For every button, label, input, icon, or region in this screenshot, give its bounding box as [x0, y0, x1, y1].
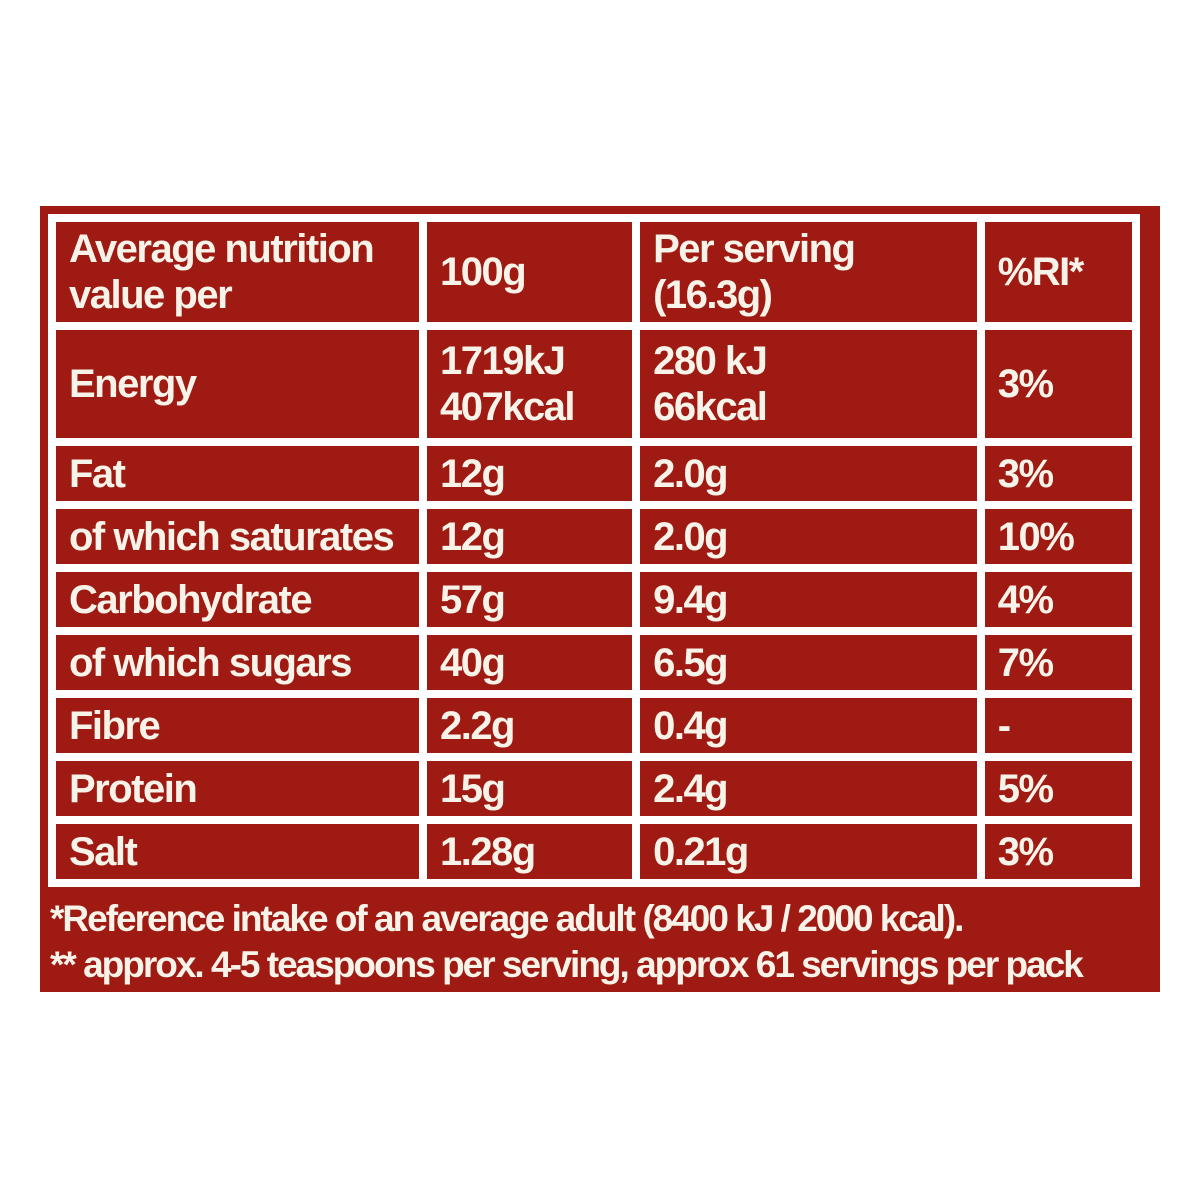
value-per-serving: 2.0g [640, 446, 977, 501]
row-label: Salt [56, 824, 419, 879]
value-per-100g: 12g [426, 509, 633, 564]
row-label: of which sugars [56, 635, 419, 690]
nutrition-label-panel: Average nutrition value per 100g Per ser… [40, 206, 1160, 992]
value-per-serving: 2.4g [640, 761, 977, 816]
row-label: Fibre [56, 698, 419, 753]
value-per-serving: 6.5g [640, 635, 977, 690]
value-per-serving: 2.0g [640, 509, 977, 564]
header-nutrient: Average nutrition value per [56, 222, 419, 322]
header-ri: %RI* [984, 222, 1132, 322]
value-ri: 5% [984, 761, 1132, 816]
value-per-serving: 280 kJ 66kcal [640, 330, 977, 438]
table-row-sugars: of which sugars 40g 6.5g 7% [56, 635, 1132, 690]
value-per-100g: 40g [426, 635, 633, 690]
value-per-serving: 0.21g [640, 824, 977, 879]
nutrition-table: Average nutrition value per 100g Per ser… [48, 214, 1140, 887]
row-label: of which saturates [56, 509, 419, 564]
value-ri: - [984, 698, 1132, 753]
value-per-100g: 12g [426, 446, 633, 501]
row-label: Energy [56, 330, 419, 438]
table-row-salt: Salt 1.28g 0.21g 3% [56, 824, 1132, 879]
table-row-protein: Protein 15g 2.4g 5% [56, 761, 1132, 816]
footnotes: *Reference intake of an average adult (8… [48, 887, 1140, 989]
value-per-100g: 15g [426, 761, 633, 816]
value-ri: 10% [984, 509, 1132, 564]
value-ri: 3% [984, 446, 1132, 501]
value-per-100g: 57g [426, 572, 633, 627]
value-per-serving: 9.4g [640, 572, 977, 627]
value-ri: 3% [984, 824, 1132, 879]
value-per-100g: 1.28g [426, 824, 633, 879]
value-ri: 7% [984, 635, 1132, 690]
footnote-reference-intake: *Reference intake of an average adult (8… [50, 898, 964, 939]
table-row-fibre: Fibre 2.2g 0.4g - [56, 698, 1132, 753]
value-ri: 4% [984, 572, 1132, 627]
row-label: Carbohydrate [56, 572, 419, 627]
value-ri: 3% [984, 330, 1132, 438]
row-label: Fat [56, 446, 419, 501]
table-row-saturates: of which saturates 12g 2.0g 10% [56, 509, 1132, 564]
value-per-serving: 0.4g [640, 698, 977, 753]
value-per-100g: 1719kJ 407kcal [426, 330, 633, 438]
header-per-100g: 100g [426, 222, 633, 322]
table-header-row: Average nutrition value per 100g Per ser… [56, 222, 1132, 322]
table-row-fat: Fat 12g 2.0g 3% [56, 446, 1132, 501]
footnote-servings: ** approx. 4-5 teaspoons per serving, ap… [50, 944, 1084, 986]
header-per-serving: Per serving (16.3g) [640, 222, 977, 322]
table-row-energy: Energy 1719kJ 407kcal 280 kJ 66kcal 3% [56, 330, 1132, 438]
row-label: Protein [56, 761, 419, 816]
value-per-100g: 2.2g [426, 698, 633, 753]
table-row-carbohydrate: Carbohydrate 57g 9.4g 4% [56, 572, 1132, 627]
